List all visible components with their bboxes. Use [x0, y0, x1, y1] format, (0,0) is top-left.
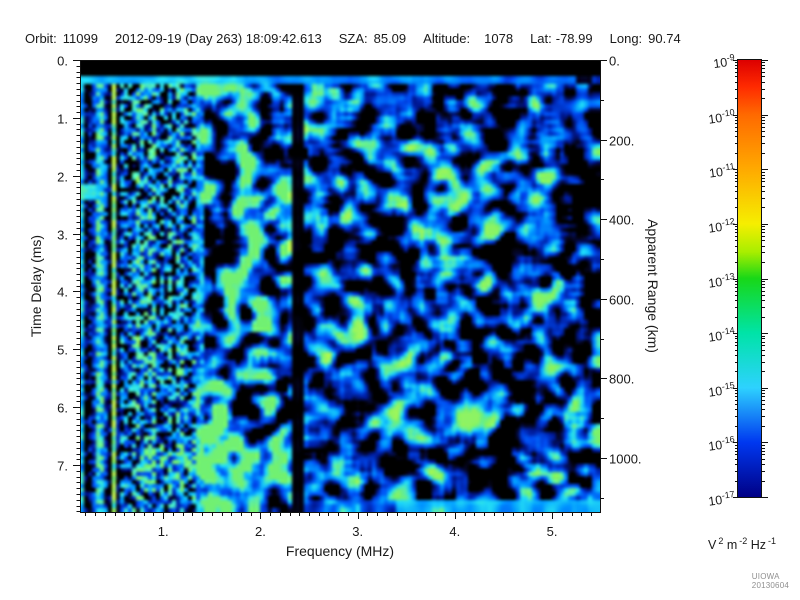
header-info: Orbit: 11099 2012-09-19 (Day 263) 18:09:4… [25, 31, 681, 46]
colorbar-tick-label: 10-13 [707, 270, 736, 291]
colorbar-tick-label: 10-16 [707, 434, 736, 455]
watermark: UIOWA 20130604 [751, 572, 789, 590]
orbit-field: Orbit: 11099 [25, 31, 98, 46]
y-right-tick-label: 0. [609, 53, 620, 69]
orbit-label: Orbit: [25, 31, 57, 46]
y-right-tick-label: 600. [609, 292, 635, 308]
y-left-tick-label: 0. [57, 53, 68, 69]
y-right-tick-label: 200. [609, 133, 635, 149]
spectrogram-heatmap [80, 60, 600, 512]
long-label: Long: [609, 31, 643, 46]
y-right-tick-label: 1000. [609, 451, 642, 467]
y-left-tick-label: 3. [57, 227, 68, 243]
colorbar-gradient [738, 60, 761, 497]
long-field: Long: 90.74 [610, 31, 681, 46]
sza-label: SZA: [338, 31, 368, 46]
x-axis-label: Frequency (MHz) [285, 543, 395, 559]
y-left-tick-label: 7. [57, 458, 68, 474]
y-axis-label-right: Apparent Range (km) [645, 219, 661, 353]
lat-label: Lat: [530, 31, 552, 46]
colorbar-tick-label: 10-9 [712, 52, 736, 72]
y-axis-label-left: Time Delay (ms) [28, 234, 44, 338]
lat-field: Lat: -78.99 [530, 31, 593, 46]
lat-value: -78.99 [555, 31, 593, 46]
altitude-value: 1078 [484, 31, 514, 46]
colorbar-tick-label: 10-15 [707, 379, 736, 400]
sza-field: SZA: 85.09 [339, 31, 406, 46]
x-tick-label: 1. [157, 524, 169, 539]
sza-value: 85.09 [373, 31, 407, 46]
colorbar-tick-label: 10-12 [707, 215, 736, 236]
altitude-label: Altitude: [423, 31, 471, 46]
datetime-value: 2012-09-19 (Day 263) 18:09:42.613 [114, 31, 322, 46]
colorbar-tick-label: 10-10 [707, 106, 736, 127]
y-left-tick-label: 5. [57, 342, 68, 358]
y-right-tick-label: 800. [609, 371, 635, 387]
y-left-tick-label: 6. [57, 400, 68, 416]
colorbar-tick-label: 10-14 [707, 325, 736, 345]
x-tick-label: 2. [255, 524, 266, 539]
orbit-value: 11099 [62, 31, 98, 46]
y-left-tick-label: 4. [57, 284, 68, 300]
long-value: 90.74 [648, 31, 681, 46]
colorbar-tick-label: 10-17 [707, 489, 736, 509]
altitude-field: Altitude: 1078 [423, 31, 513, 46]
y-left-tick-label: 2. [57, 169, 68, 185]
x-tick-label: 4. [449, 524, 461, 539]
y-left-tick-label: 1. [57, 111, 68, 127]
colorbar-tick-label: 10-11 [708, 161, 736, 181]
y-right-tick-label: 400. [609, 212, 635, 228]
x-tick-label: 5. [546, 524, 558, 539]
x-tick-label: 3. [352, 524, 364, 539]
